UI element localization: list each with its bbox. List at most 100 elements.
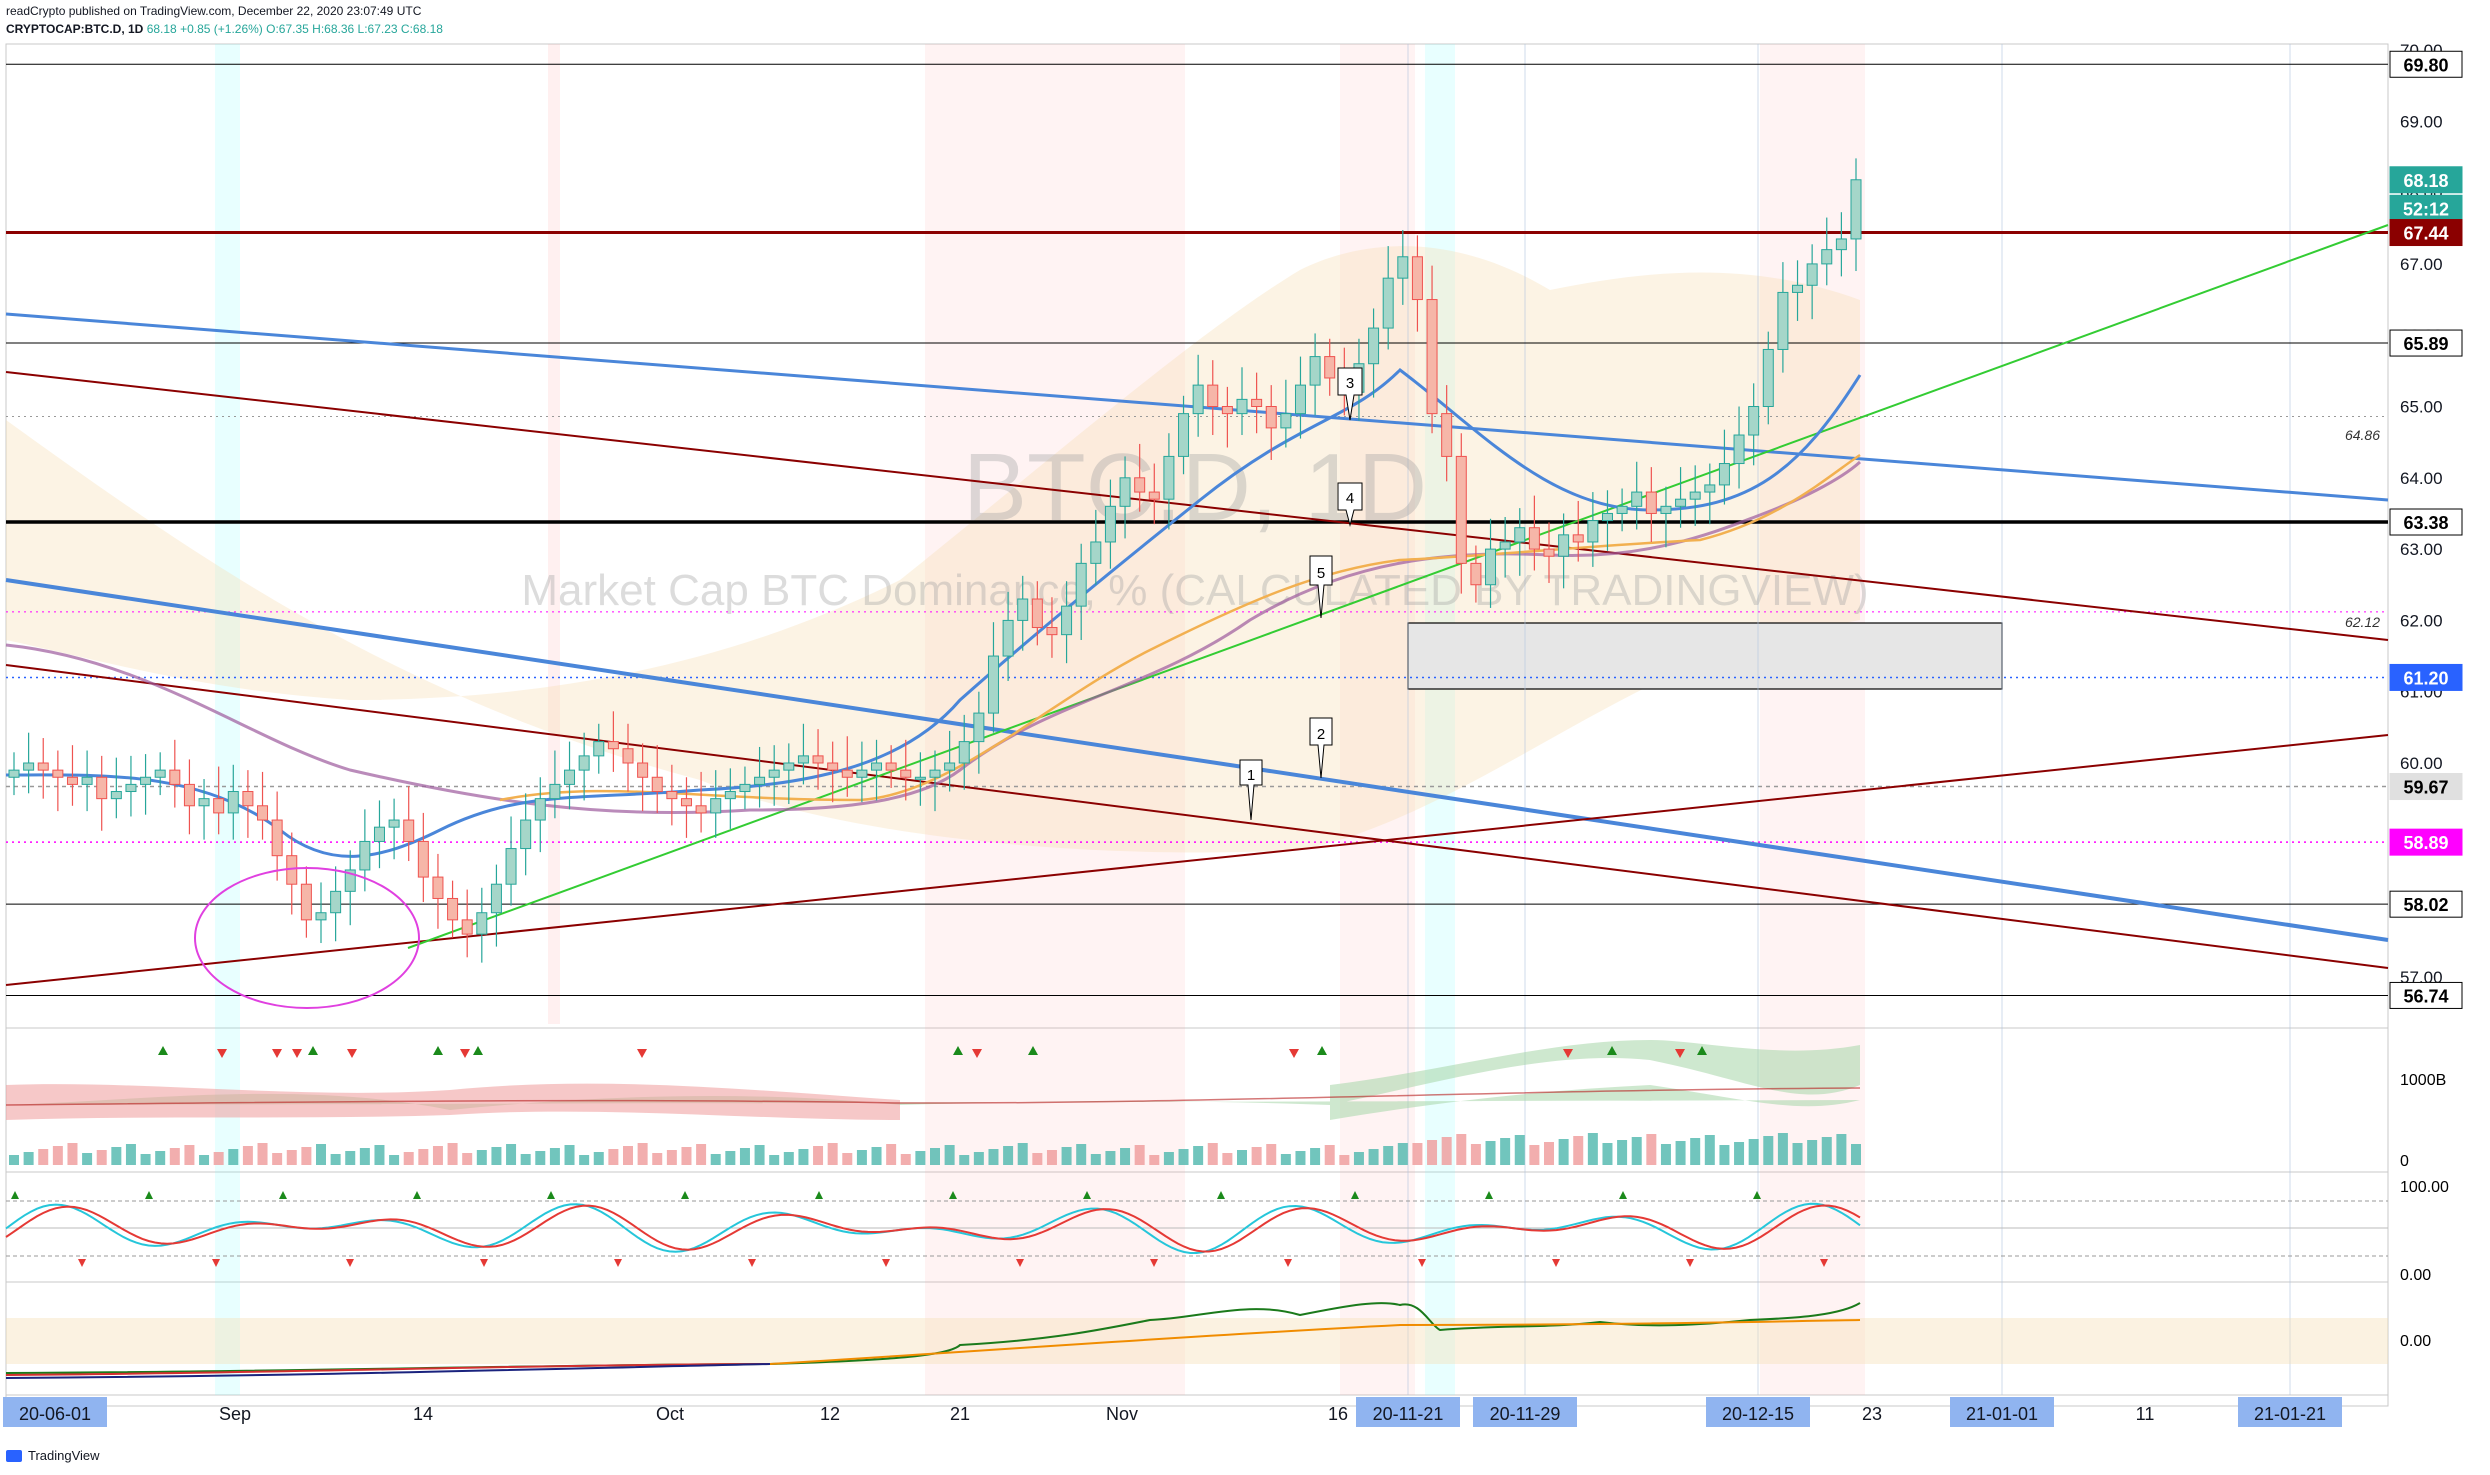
svg-text:52:12: 52:12 [2403,199,2449,219]
candle [461,889,473,958]
candle [1528,495,1540,571]
buy-arrow-icon [1351,1191,1359,1199]
volume-bar [1763,1136,1774,1165]
buy-arrow-icon [308,1046,318,1055]
candle [680,777,692,838]
y-tick-label: 69.00 [2400,112,2443,131]
volume-bar [1222,1153,1233,1165]
price-label: 68.18 [2389,166,2463,194]
candle [1850,158,1862,272]
volume-bar [9,1155,19,1165]
trendline-red-upper [5,371,2389,641]
volume-bar [1558,1139,1569,1165]
candle [812,729,824,790]
volume-bars [9,1133,1861,1165]
sell-arrow-icon [1016,1259,1024,1267]
tradingview-brand: TradingView [28,1448,100,1463]
chart-frame [5,43,2389,1407]
buy-arrow-icon [815,1191,823,1199]
candle [1280,379,1292,448]
volume-bar [535,1151,546,1165]
candle [1499,517,1511,578]
horizontal-levels [6,63,2388,996]
sell-arrow-icon [748,1259,756,1267]
volume-bar [330,1154,341,1165]
volume-bar [184,1145,195,1165]
candle [856,741,868,803]
buy-arrow-icon [1317,1046,1327,1055]
svg-text:58.89: 58.89 [2403,833,2448,853]
x-tick-label: 20-11-21 [1356,1397,1460,1427]
x-tick-label: 21-01-01 [1950,1397,2054,1427]
price-label: 58.02 [2389,890,2463,918]
volume-bar [403,1152,414,1165]
volume-bar [1602,1143,1613,1165]
sell-arrow-icon [347,1049,357,1058]
candle [637,743,649,812]
wave-label-4: 4 [1337,482,1363,527]
buy-arrow-icon [1485,1191,1493,1199]
x-tick-label: 20-11-29 [1473,1397,1577,1427]
candle [1251,372,1263,434]
buy-arrow-icon [473,1046,483,1055]
candle [140,754,152,815]
sell-arrow-icon [1284,1259,1292,1267]
consolidation-box [1407,622,2003,690]
sell-arrow-icon [1820,1259,1828,1267]
svg-text:3: 3 [1346,375,1354,392]
x-tick-label: 21-01-21 [2238,1397,2342,1427]
candle [110,757,122,819]
volume-bar [608,1149,619,1165]
volume-bar [1251,1147,1262,1165]
candle [871,739,883,801]
y-tick-label: 65.00 [2400,398,2443,417]
volume-bar [959,1155,970,1165]
candle [841,736,853,797]
volume-bar [1500,1138,1511,1165]
watermark-description: Market Cap BTC Dominance, % (CALCULATED … [521,566,1868,615]
inline-level-64-86: 64.86 [2345,427,2380,443]
volume-bar [623,1146,633,1165]
volume-bar [1807,1140,1818,1165]
buy-arrow-icon [1619,1191,1627,1199]
svg-text:21-01-01: 21-01-01 [1966,1404,2038,1424]
volume-bar [1470,1144,1481,1165]
svg-text:61.20: 61.20 [2403,668,2448,688]
candle [1134,443,1146,512]
volume-bar [725,1151,736,1165]
volume-bar [783,1152,794,1165]
volume-bar [1777,1133,1788,1165]
price-label: 56.74 [2389,981,2463,1009]
sell-arrow-icon [1150,1259,1158,1267]
volume-bar [1704,1135,1715,1165]
price-axis[interactable]: 57.0058.0059.0060.0061.0062.0063.0064.00… [2389,41,2463,1009]
svg-text:21-01-21: 21-01-21 [2254,1404,2326,1424]
candle [154,752,166,796]
volume-bar [1207,1143,1218,1165]
volume-bar [1353,1152,1364,1165]
candle [1748,383,1760,466]
sell-arrow-icon [217,1049,227,1058]
volume-bar [1383,1146,1394,1165]
volume-bar [754,1145,765,1165]
volume-bar [769,1155,780,1165]
candle [1806,244,1818,320]
stoch-pane [5,1200,2388,1257]
x-tick-label: 20-12-15 [1706,1397,1810,1427]
stoch-signals [11,1191,1828,1267]
candle [388,798,400,860]
sell-arrow-icon [1686,1259,1694,1267]
volume-bar [111,1147,122,1165]
volume-bar [1193,1146,1204,1165]
x-tick-label: 14 [413,1404,433,1424]
time-axis[interactable]: 20-06-01 Sep 14 Oct 12 21 Nov 16 20-11-21 20-11-2… [3,1397,2342,1427]
volume-tick-1000b: 1000B [2400,1072,2446,1089]
volume-bar [140,1154,151,1165]
volume-bar [228,1149,239,1165]
ohlc-values: O:67.35 H:68.36 L:67.23 C:68.18 [266,22,443,36]
candle [403,786,415,862]
buy-arrow-icon [413,1191,421,1199]
volume-bar [1032,1153,1043,1165]
volume-bar [1675,1141,1686,1165]
